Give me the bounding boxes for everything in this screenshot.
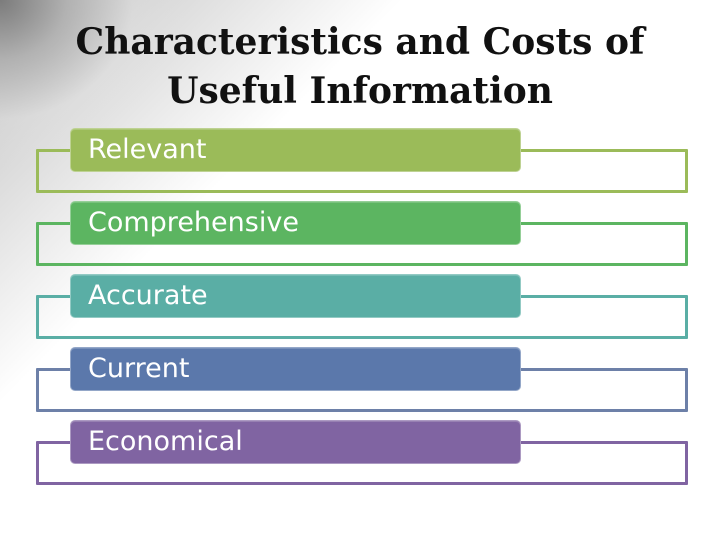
item-accurate: Accurate [0, 274, 720, 339]
item-economical: Economical [0, 420, 720, 485]
slide-title-line-2: Useful Information [167, 70, 553, 112]
slide-title-line-1: Characteristics and Costs of [75, 21, 645, 63]
item-comprehensive: Comprehensive [0, 201, 720, 266]
item-current: Current [0, 347, 720, 412]
item-pill: Current [70, 347, 521, 391]
item-pill: Economical [70, 420, 521, 464]
item-relevant: Relevant [0, 128, 720, 193]
item-pill: Accurate [70, 274, 521, 318]
item-pill: Comprehensive [70, 201, 521, 245]
slide-title: Characteristics and Costs of Useful Info… [40, 18, 680, 116]
item-pill: Relevant [70, 128, 521, 172]
